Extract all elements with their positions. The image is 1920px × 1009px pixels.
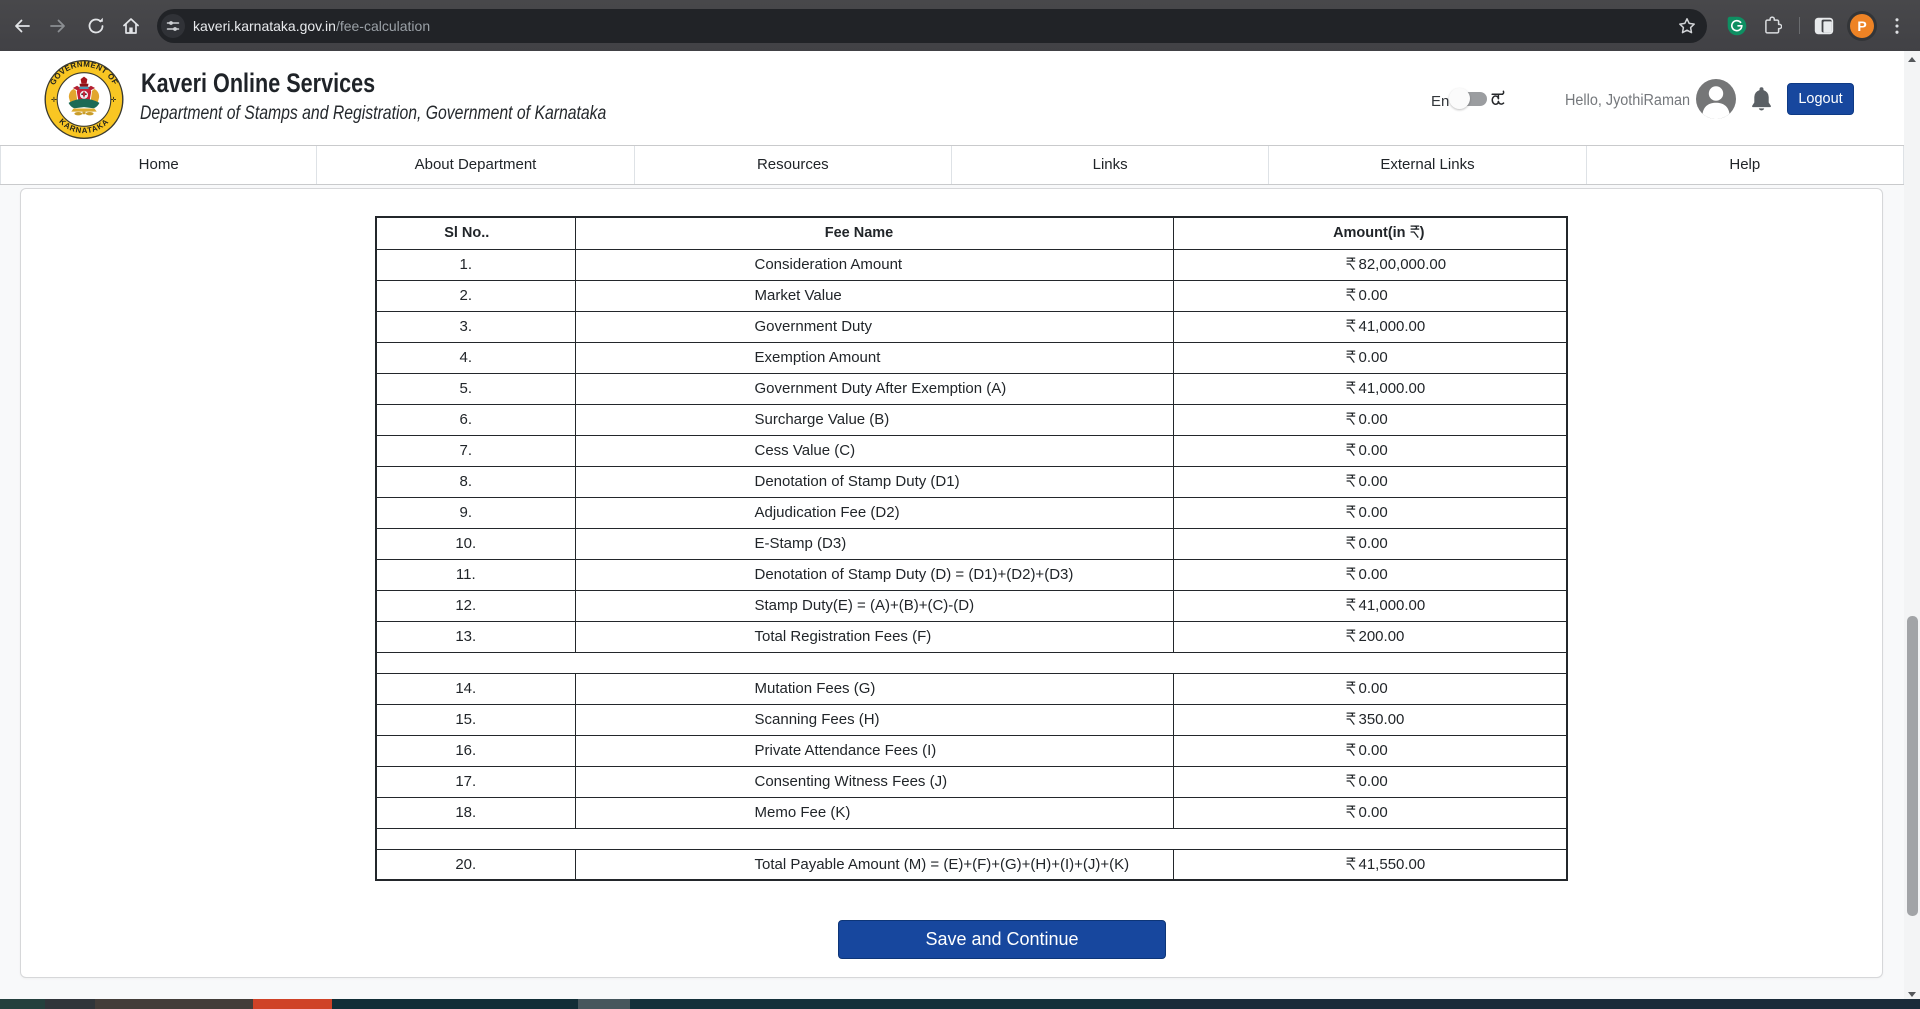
svg-text:✛: ✛ (51, 96, 57, 104)
svg-text:✛: ✛ (111, 96, 117, 104)
